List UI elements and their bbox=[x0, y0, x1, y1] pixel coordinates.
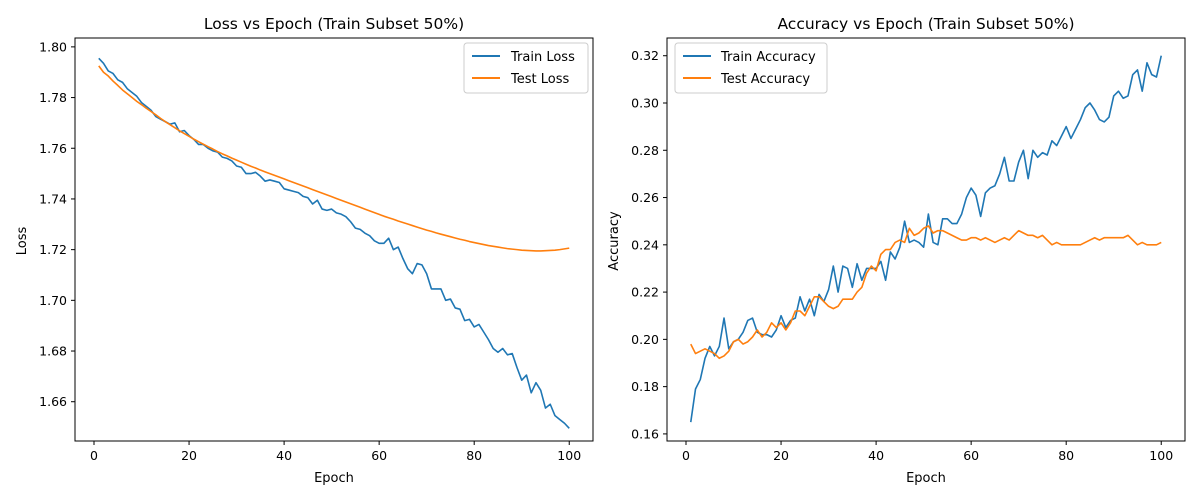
loss-chart-xlabel: Epoch bbox=[314, 471, 354, 486]
accuracy-chart-y-tick-label: 0.18 bbox=[631, 379, 659, 394]
accuracy-chart-series-test-line bbox=[690, 225, 1162, 360]
accuracy-chart-y-tick-label: 0.20 bbox=[631, 332, 659, 347]
accuracy-chart-y-tick-label: 0.16 bbox=[631, 426, 659, 441]
accuracy-chart-legend: Train Accuracy Test Accuracy bbox=[674, 42, 828, 94]
loss-chart-ylabel: Loss bbox=[15, 227, 30, 256]
loss-chart-y-tick-label: 1.78 bbox=[39, 90, 67, 105]
accuracy-chart-y-tick-label: 0.28 bbox=[631, 143, 659, 158]
accuracy-chart-legend-label-test: Test Accuracy bbox=[720, 72, 810, 87]
accuracy-chart-xlabel: Epoch bbox=[906, 471, 946, 486]
loss-chart-y-tick-label: 1.68 bbox=[39, 344, 67, 359]
accuracy-chart-y-tick-label: 0.30 bbox=[631, 96, 659, 111]
loss-chart-y-tick-label: 1.70 bbox=[39, 293, 67, 308]
loss-chart-series-train-line bbox=[98, 57, 570, 429]
loss-chart-x-tick-label: 100 bbox=[557, 448, 581, 463]
loss-chart-axes-frame bbox=[74, 37, 594, 442]
loss-chart-x-tick-label: 80 bbox=[466, 448, 482, 463]
accuracy-chart-x-tick-label: 100 bbox=[1149, 448, 1173, 463]
accuracy-chart-legend-frame bbox=[674, 42, 828, 94]
loss-chart-y-tick-label: 1.72 bbox=[39, 242, 67, 257]
accuracy-chart-y-tick-label: 0.22 bbox=[631, 285, 659, 300]
loss-chart-title: Loss vs Epoch (Train Subset 50%) bbox=[204, 15, 464, 33]
accuracy-chart-ylabel: Accuracy bbox=[607, 211, 622, 271]
accuracy-chart-series-train-line bbox=[689, 55, 1163, 423]
accuracy-chart-x-tick-label: 80 bbox=[1058, 448, 1074, 463]
loss-chart-x-tick-label: 0 bbox=[90, 448, 98, 463]
accuracy-chart-y-tick-label: 0.24 bbox=[631, 237, 659, 252]
accuracy-chart: Accuracy vs Epoch (Train Subset 50%) Epo… bbox=[607, 15, 1186, 486]
loss-chart-plot-area: 0 20 40 60 80 100 1.66 1.68 1.70 1.72 1.74 1.76 1.78… bbox=[39, 37, 594, 463]
loss-chart-legend-label-test: Test Loss bbox=[510, 72, 569, 87]
accuracy-chart-x-tick-label: 0 bbox=[682, 448, 690, 463]
loss-chart-x-tick-label: 20 bbox=[181, 448, 197, 463]
loss-chart-y-tick-label: 1.74 bbox=[39, 191, 67, 206]
accuracy-chart-plot-area: 0 20 40 60 80 100 0.16 0.18 0.20 0.22 0.24 0.26 0.28… bbox=[631, 37, 1186, 463]
loss-chart-x-tick-label: 60 bbox=[371, 448, 387, 463]
accuracy-chart-x-tick-label: 40 bbox=[868, 448, 884, 463]
accuracy-chart-legend-label-train: Train Accuracy bbox=[720, 50, 816, 65]
accuracy-chart-axes-frame bbox=[666, 37, 1186, 442]
accuracy-chart-y-tick-label: 0.32 bbox=[631, 48, 659, 63]
loss-chart-x-tick-label: 40 bbox=[276, 448, 292, 463]
loss-chart-y-tick-label: 1.66 bbox=[39, 394, 67, 409]
accuracy-chart-title: Accuracy vs Epoch (Train Subset 50%) bbox=[777, 15, 1074, 33]
accuracy-chart-x-tick-label: 60 bbox=[963, 448, 979, 463]
loss-chart-y-tick-label: 1.80 bbox=[39, 39, 67, 54]
accuracy-chart-x-tick-label: 20 bbox=[773, 448, 789, 463]
loss-chart-legend-label-train: Train Loss bbox=[510, 50, 575, 65]
loss-chart-series-test-line bbox=[98, 65, 570, 252]
accuracy-chart-y-tick-label: 0.26 bbox=[631, 190, 659, 205]
loss-chart-legend: Train Loss Test Loss bbox=[463, 42, 589, 94]
loss-chart: Loss vs Epoch (Train Subset 50%) Epoch L… bbox=[15, 15, 594, 486]
loss-chart-y-tick-label: 1.76 bbox=[39, 141, 67, 156]
